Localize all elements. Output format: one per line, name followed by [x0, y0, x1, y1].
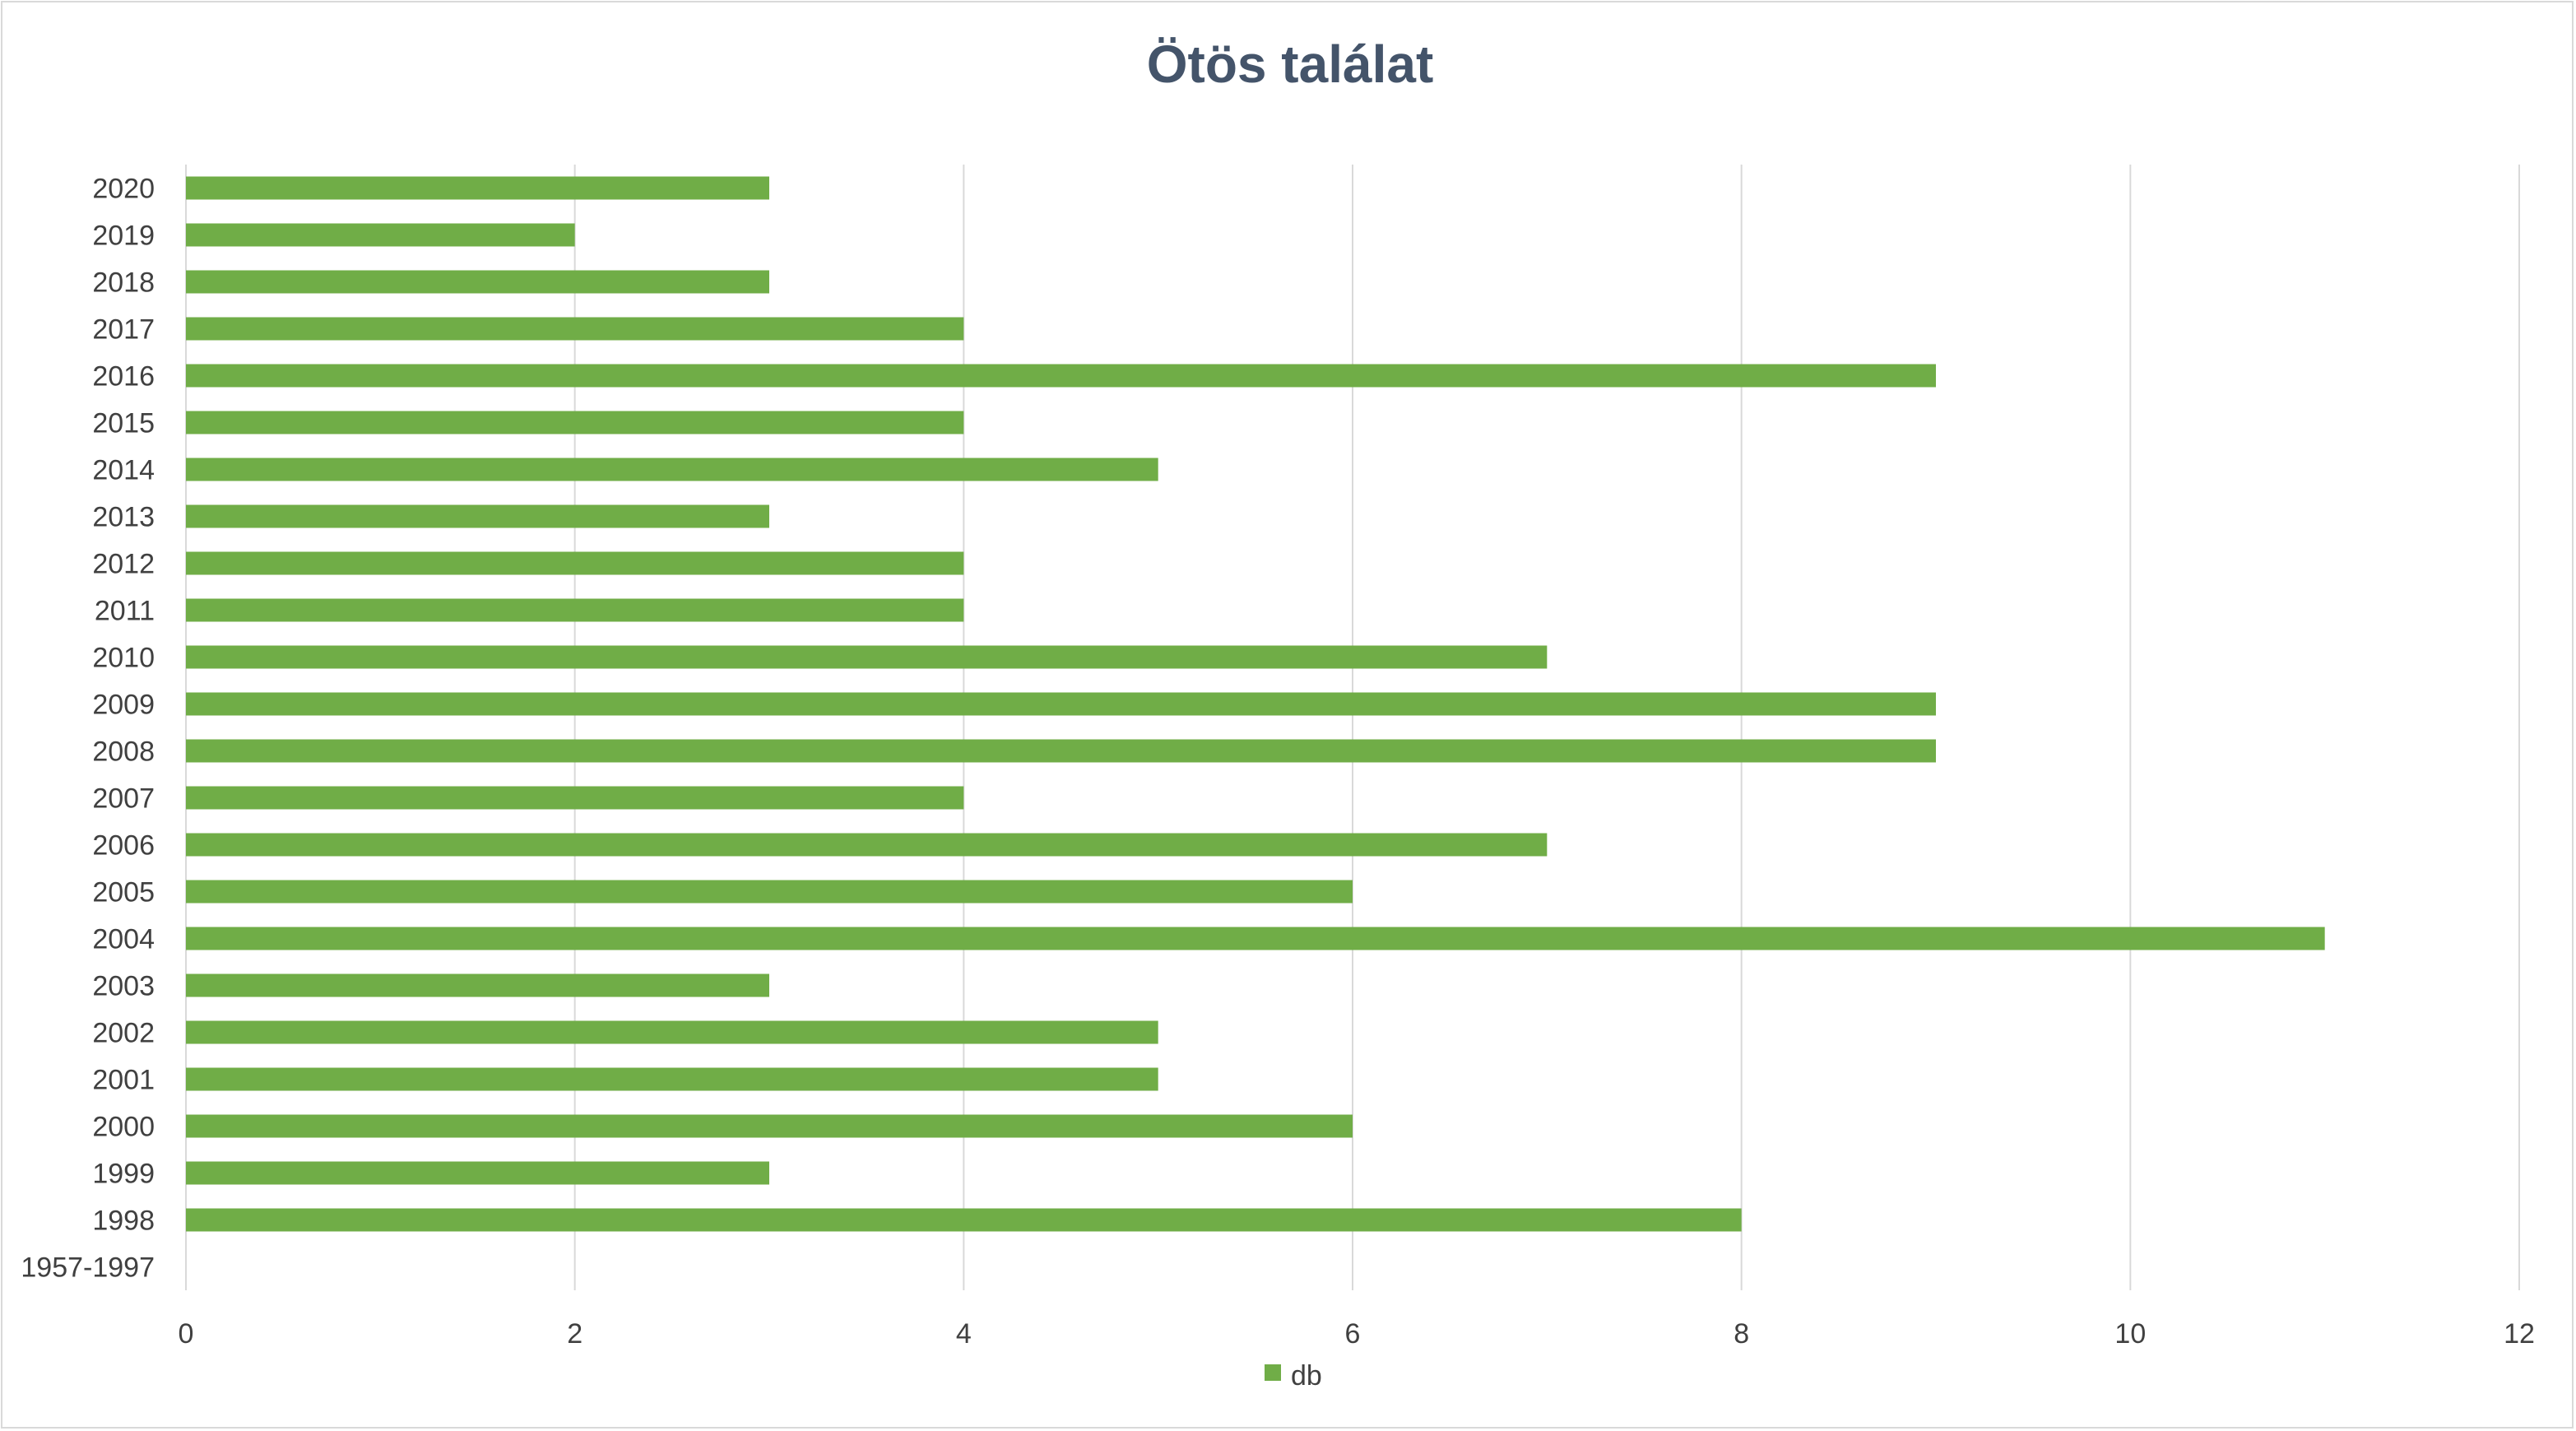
legend-label: db [1291, 1360, 1322, 1392]
bar-2018 [186, 270, 769, 294]
bar-2010 [186, 645, 1548, 669]
y-axis-labels: 1957-1997 1998 1999 2000 2001 2002 2003 2004 200… [21, 174, 155, 1284]
x-tick-label: 10 [2114, 1318, 2146, 1350]
bar-2000 [186, 1114, 1353, 1138]
bar-2011 [186, 598, 964, 622]
chart-title: Ötös találat [1147, 35, 1434, 94]
legend-swatch [1265, 1364, 1281, 1381]
bar-2005 [186, 880, 1353, 904]
bar-2002 [186, 1020, 1158, 1044]
y-tick-label: 1999 [92, 1159, 155, 1190]
y-tick-label: 2008 [92, 736, 155, 768]
y-tick-label: 2015 [92, 408, 155, 439]
y-tick-label: 2017 [92, 314, 155, 346]
y-tick-label: 1998 [92, 1206, 155, 1237]
y-tick-label: 2003 [92, 971, 155, 1002]
bar-2009 [186, 692, 1936, 716]
y-tick-label: 2002 [92, 1018, 155, 1049]
x-axis-labels: 0 2 4 6 8 10 12 [179, 1318, 2535, 1350]
x-tick-label: 0 [179, 1318, 194, 1350]
y-tick-label: 2018 [92, 267, 155, 299]
bar-2015 [186, 411, 964, 434]
y-tick-label: 2016 [92, 361, 155, 393]
y-tick-label: 2005 [92, 877, 155, 908]
bar-2012 [186, 551, 964, 575]
bar-2008 [186, 739, 1936, 763]
bar-2020 [186, 176, 769, 200]
y-tick-label: 2007 [92, 783, 155, 815]
y-tick-label: 2019 [92, 221, 155, 252]
bar-1998 [186, 1208, 1742, 1232]
bar-2003 [186, 973, 769, 997]
y-tick-label: 2011 [95, 596, 155, 627]
bar-2007 [186, 786, 964, 810]
y-tick-label: 2004 [92, 924, 155, 955]
y-tick-label: 2020 [92, 174, 155, 205]
x-tick-label: 6 [1345, 1318, 1361, 1350]
y-tick-label: 2006 [92, 830, 155, 862]
bar-2013 [186, 504, 769, 528]
y-tick-label: 2000 [92, 1112, 155, 1143]
bar-2016 [186, 364, 1936, 388]
x-tick-label: 2 [567, 1318, 583, 1350]
bar-2014 [186, 458, 1158, 481]
y-tick-label: 2013 [92, 502, 155, 533]
bar-2001 [186, 1067, 1158, 1091]
bars [186, 176, 2325, 1232]
x-tick-label: 4 [956, 1318, 972, 1350]
y-tick-label: 2010 [92, 643, 155, 674]
y-tick-label: 2014 [92, 455, 155, 486]
gridlines [185, 165, 2520, 1290]
y-tick-label: 2012 [92, 549, 155, 580]
bar-2006 [186, 833, 1548, 857]
bar-1999 [186, 1161, 769, 1185]
legend: db [1265, 1360, 1322, 1392]
x-tick-label: 12 [2504, 1318, 2535, 1350]
y-tick-label: 2001 [92, 1065, 155, 1096]
y-tick-label: 1957-1997 [21, 1252, 155, 1284]
bar-2004 [186, 927, 2325, 950]
y-tick-label: 2009 [92, 690, 155, 721]
bar-2019 [186, 223, 575, 247]
x-tick-label: 8 [1734, 1318, 1749, 1350]
bar-2017 [186, 317, 964, 341]
